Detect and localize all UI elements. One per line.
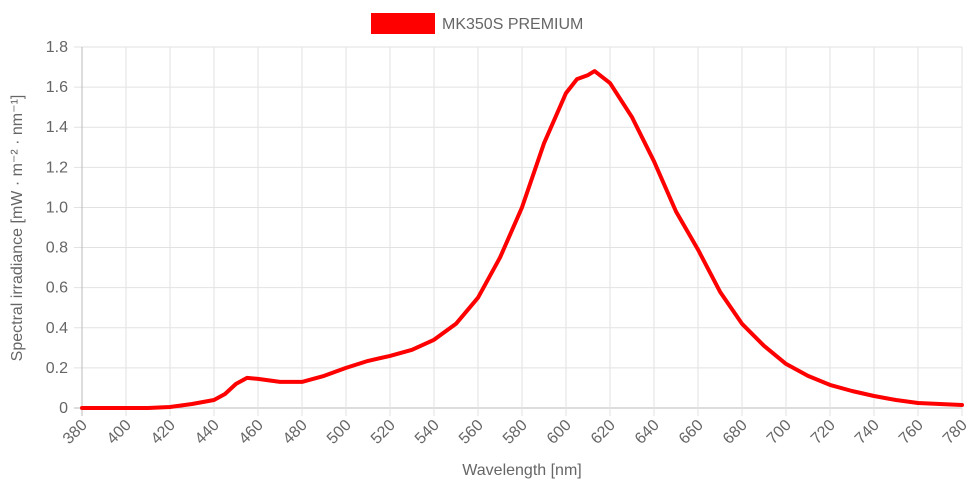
x-tick-label: 460 bbox=[236, 417, 267, 448]
y-axis-title: Spectral irradiance [mW · m⁻² · nm⁻¹] bbox=[9, 95, 26, 362]
x-tick-label: 660 bbox=[676, 417, 707, 448]
x-axis-ticks: 380 400 420 440 460 480 500 520 540 560 580 600 620 6… bbox=[60, 417, 971, 448]
x-tick-label: 740 bbox=[852, 417, 883, 448]
x-tick-label: 400 bbox=[104, 417, 135, 448]
x-tick-label: 680 bbox=[720, 417, 751, 448]
x-tick-label: 480 bbox=[280, 417, 311, 448]
x-axis-title: Wavelength [nm] bbox=[462, 462, 581, 479]
x-tick-label: 580 bbox=[500, 417, 531, 448]
y-tick-label: 0.8 bbox=[46, 240, 68, 257]
y-tick-label: 1.2 bbox=[46, 159, 68, 176]
x-tick-label: 440 bbox=[192, 417, 223, 448]
y-tick-label: 0.2 bbox=[46, 360, 68, 377]
y-axis-ticks: 0 0.2 0.4 0.6 0.8 1.0 1.2 1.4 1.6 1.8 bbox=[46, 39, 68, 417]
series-line bbox=[80, 69, 964, 410]
legend-swatch bbox=[371, 13, 435, 34]
y-tick-label: 1.0 bbox=[46, 199, 68, 216]
x-tick-label: 600 bbox=[544, 417, 575, 448]
y-tick-label: 1.4 bbox=[46, 119, 68, 136]
grid bbox=[74, 46, 963, 416]
x-tick-label: 640 bbox=[632, 417, 663, 448]
y-tick-label: 0.6 bbox=[46, 280, 68, 297]
y-tick-label: 1.8 bbox=[46, 39, 68, 56]
x-tick-label: 780 bbox=[940, 417, 971, 448]
x-tick-label: 420 bbox=[148, 417, 179, 448]
y-tick-label: 0 bbox=[59, 400, 68, 417]
x-tick-label: 620 bbox=[588, 417, 619, 448]
x-tick-label: 500 bbox=[324, 417, 355, 448]
legend-label: MK350S PREMIUM bbox=[442, 16, 583, 33]
x-tick-label: 560 bbox=[456, 417, 487, 448]
x-tick-label: 720 bbox=[808, 417, 839, 448]
x-tick-label: 380 bbox=[60, 417, 91, 448]
x-tick-label: 540 bbox=[412, 417, 443, 448]
x-tick-label: 760 bbox=[896, 417, 927, 448]
x-tick-label: 700 bbox=[764, 417, 795, 448]
series-layer bbox=[80, 69, 964, 410]
legend[interactable]: MK350S PREMIUM bbox=[371, 13, 583, 34]
y-tick-label: 0.4 bbox=[46, 320, 68, 337]
y-tick-label: 1.6 bbox=[46, 79, 68, 96]
x-tick-label: 520 bbox=[368, 417, 399, 448]
